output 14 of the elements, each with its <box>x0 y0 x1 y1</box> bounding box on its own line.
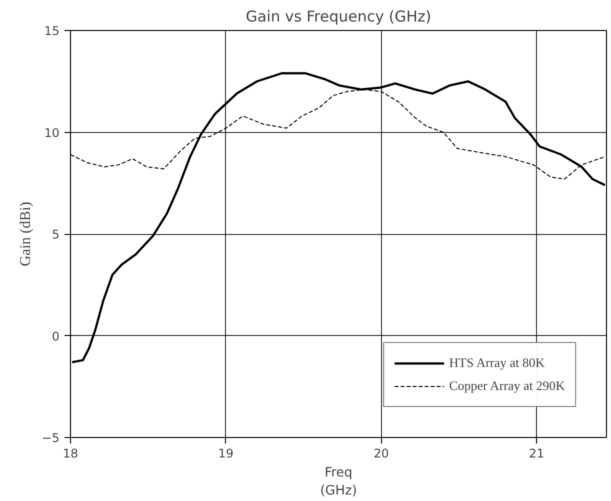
x-tick-label: 19 <box>218 446 234 460</box>
y-tick-label: 15 <box>44 24 60 38</box>
x-axis-title: Freq (GHz) <box>320 466 357 498</box>
x-tick-label: 20 <box>374 446 389 460</box>
legend-label: HTS Array at 80K <box>449 355 545 371</box>
y-tick-label: 0 <box>52 329 60 344</box>
x-tick-label: 18 <box>62 446 78 460</box>
y-tick-label: −5 <box>42 431 60 445</box>
y-tick-label: 5 <box>52 228 60 242</box>
y-axis-title: Gain (dBi) <box>18 202 34 266</box>
y-tick-label: 10 <box>44 126 60 140</box>
x-tick-label: 21 <box>528 446 544 460</box>
chart-title: Gain vs Frequency (GHz) <box>246 8 432 26</box>
legend-label: Copper Array at 290K <box>449 378 565 394</box>
